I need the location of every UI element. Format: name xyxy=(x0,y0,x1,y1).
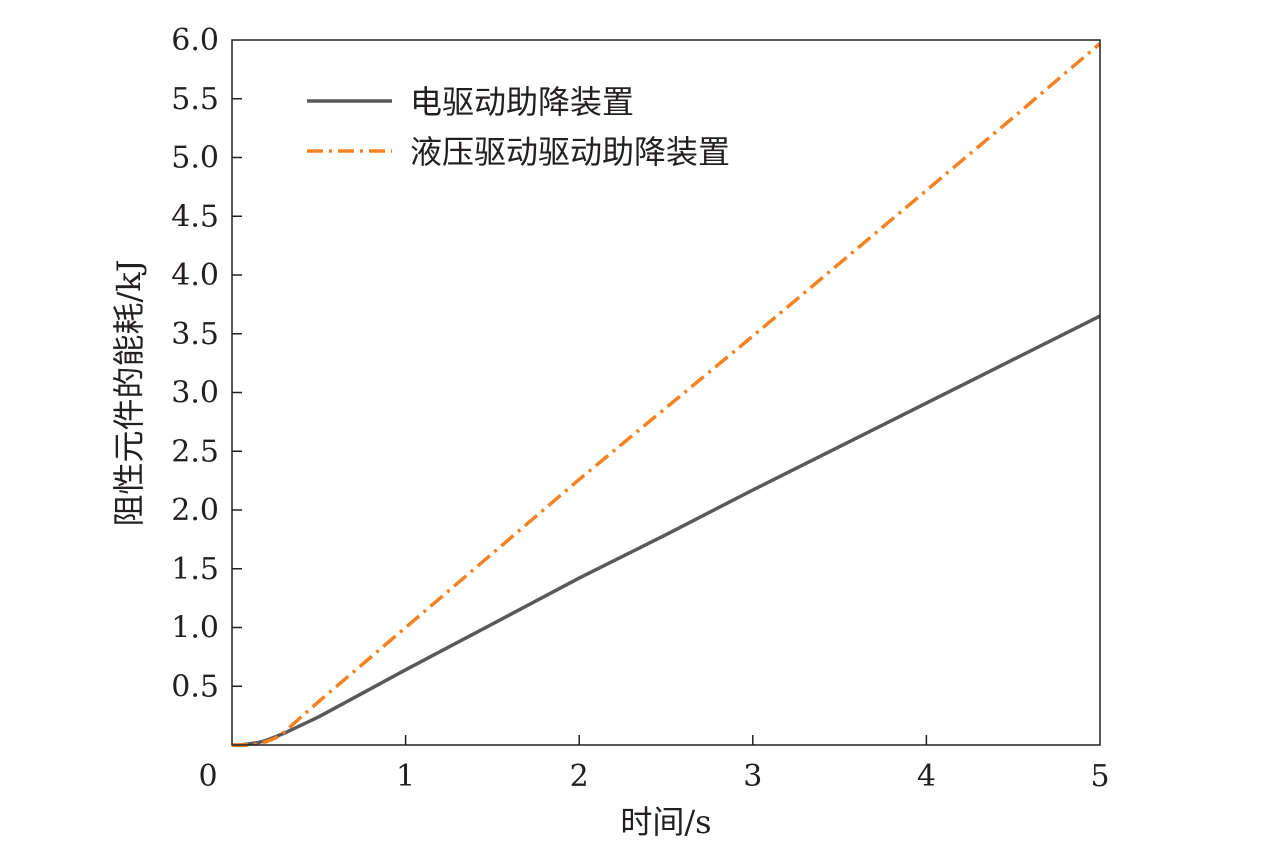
x-tick-label: 4 xyxy=(917,759,936,794)
x-tick-label: 2 xyxy=(570,759,589,794)
x-tick-label: 3 xyxy=(743,759,762,794)
legend-label-0: 电驱动助降装置 xyxy=(410,83,634,121)
y-tick-label: 5.5 xyxy=(171,82,219,117)
x-tick-label: 1 xyxy=(396,759,415,794)
tick-layer: 0 1 2 3 4 5 0.5 1.0 1.5 2.0 2.5 3.0 3.5 4.0 4.5 5.0 5.5 6… xyxy=(171,23,1109,794)
y-tick-label: 0.5 xyxy=(171,669,219,704)
y-tick-label: 5.0 xyxy=(171,141,219,176)
series-layer xyxy=(232,42,1102,747)
x-tick-label: 5 xyxy=(1090,759,1109,794)
y-tick-label: 4.0 xyxy=(171,258,219,293)
y-axis-label: 阻性元件的能耗/kJ xyxy=(110,259,148,526)
legend-label-1: 液压驱动驱动助降装置 xyxy=(410,133,730,171)
y-tick-label: 2.5 xyxy=(171,434,219,469)
y-tick-label: 1.0 xyxy=(171,611,219,646)
y-tick-label: 4.5 xyxy=(171,199,219,234)
legend: 电驱动助降装置 液压驱动驱动助降装置 xyxy=(307,83,730,171)
series-line-1 xyxy=(232,42,1102,747)
y-tick-label: 3.5 xyxy=(171,317,219,352)
y-tick-label: 3.0 xyxy=(171,376,219,411)
series-line-0 xyxy=(232,314,1101,747)
y-tick-label: 1.5 xyxy=(171,552,219,587)
x-tick-label: 0 xyxy=(198,759,217,794)
y-tick-label: 2.0 xyxy=(171,493,219,528)
x-axis-label: 时间/s xyxy=(620,803,711,841)
y-tick-label: 6.0 xyxy=(171,23,219,58)
